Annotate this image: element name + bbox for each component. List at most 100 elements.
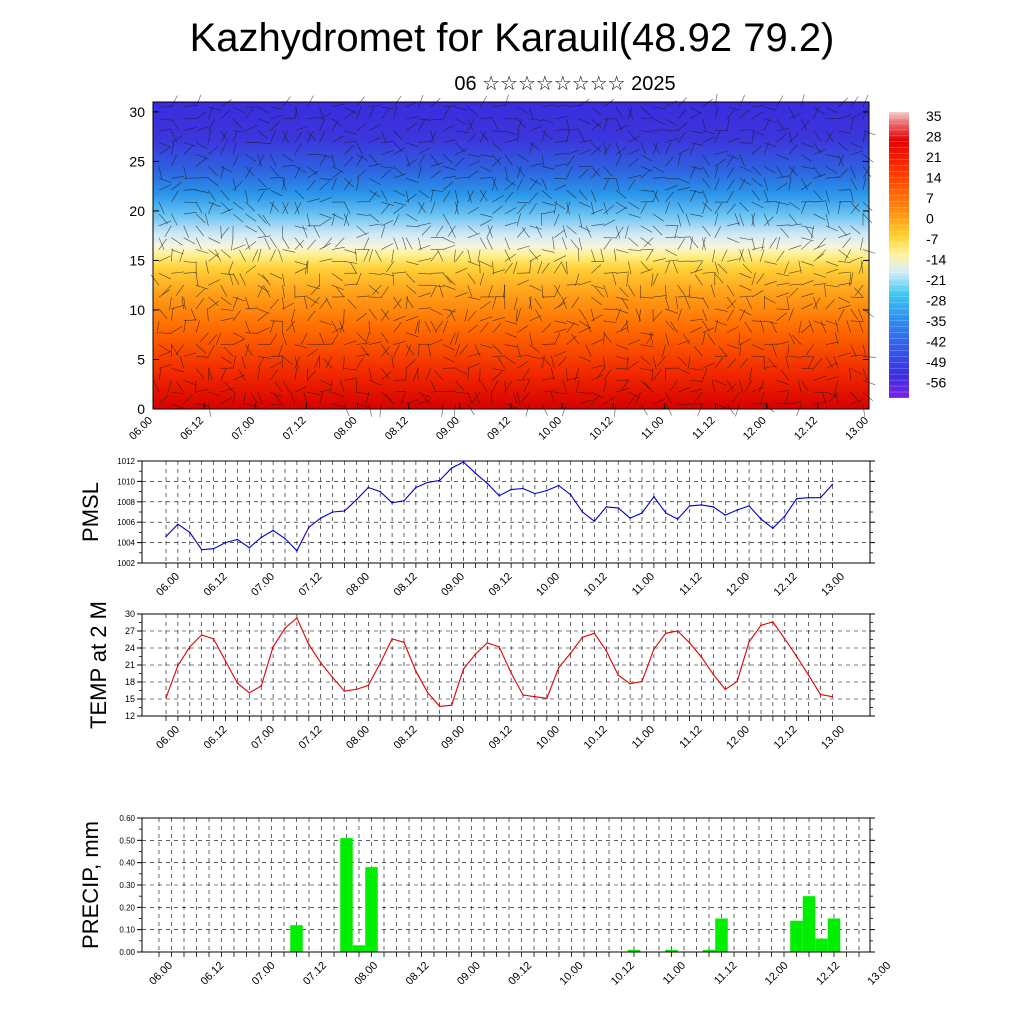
wind-barb — [801, 225, 815, 229]
wind-barb — [331, 213, 336, 226]
wind-barb — [474, 391, 481, 405]
wind-barb — [529, 225, 543, 230]
y-tick-label: 0.50 — [119, 836, 135, 845]
wind-barb — [825, 154, 839, 158]
wind-barb — [344, 156, 354, 167]
wind-barb — [714, 202, 723, 215]
wind-barb — [368, 368, 373, 382]
wind-barb — [158, 118, 172, 121]
wind-barb — [603, 308, 617, 310]
wind-barb — [672, 261, 679, 274]
wind-barb — [257, 154, 265, 167]
data-point — [248, 546, 251, 549]
wind-barb — [628, 179, 636, 191]
wind-barb — [862, 213, 873, 224]
wind-barb — [566, 322, 575, 333]
wind-barb — [183, 379, 196, 386]
wind-barb — [575, 380, 580, 394]
wind-barb — [813, 189, 823, 201]
wind-barb — [813, 244, 826, 250]
wind-barb — [331, 246, 345, 250]
data-point — [581, 511, 584, 513]
wind-barb — [756, 273, 765, 285]
wind-barb — [684, 296, 691, 310]
data-point — [403, 499, 405, 502]
wind-barb — [269, 333, 278, 345]
wind-barb — [788, 201, 800, 210]
wind-barb — [788, 166, 795, 179]
wind-barb — [615, 125, 628, 132]
wind-barb — [850, 225, 861, 235]
wind-barb — [801, 280, 814, 286]
wind-barb — [418, 343, 420, 357]
wind-barb — [702, 201, 713, 212]
wind-barb — [356, 213, 370, 217]
wind-barb — [702, 154, 711, 166]
wind-barb — [325, 297, 333, 310]
wind-barb — [195, 249, 209, 254]
wind-barb — [368, 106, 375, 119]
wind-barb — [331, 154, 336, 168]
wind-barb — [455, 177, 469, 179]
wind-barb — [195, 94, 202, 108]
data-point — [189, 531, 191, 534]
wind-barb — [615, 271, 629, 274]
wind-barb — [435, 225, 444, 237]
wind-barb — [690, 130, 703, 134]
wind-barb — [472, 391, 481, 403]
wind-barb — [467, 190, 472, 203]
wind-barb — [620, 380, 629, 392]
wind-barb — [459, 344, 469, 355]
wind-barb — [195, 388, 209, 393]
wind-barb — [652, 142, 660, 154]
wind-barb — [751, 111, 764, 120]
wind-barb — [718, 346, 728, 357]
wind-barb — [455, 344, 461, 357]
wind-barb — [393, 315, 406, 322]
wind-barb — [479, 260, 481, 274]
wind-barb — [516, 392, 521, 405]
wind-barb — [319, 298, 328, 310]
wind-barb — [504, 94, 509, 108]
wind-barb — [801, 142, 814, 148]
y-tick-label: 1006 — [117, 518, 135, 527]
wind-barb — [331, 170, 343, 179]
wind-barb — [714, 261, 719, 274]
x-tick-label: 08.00 — [344, 724, 372, 752]
wind-barb — [825, 341, 839, 345]
wind-barb — [702, 236, 706, 250]
wind-barb — [714, 319, 718, 333]
wind-barb — [714, 273, 724, 284]
wind-barb — [381, 344, 390, 356]
wind-barb — [764, 343, 778, 345]
wind-barb — [535, 309, 543, 321]
wind-barb — [739, 128, 753, 132]
wind-barb — [554, 320, 567, 324]
wind-barb — [529, 118, 543, 121]
wind-barb — [770, 320, 777, 333]
wind-barb — [591, 122, 602, 131]
wind-barb — [521, 391, 530, 403]
wind-barb — [615, 308, 621, 321]
series-line — [165, 461, 833, 552]
wind-barb — [169, 297, 172, 310]
wind-barb — [176, 381, 184, 393]
wind-barb — [763, 142, 769, 155]
wind-barb — [270, 403, 284, 406]
wind-barb — [665, 249, 677, 256]
wind-barb — [381, 201, 394, 206]
wind-barb — [640, 142, 647, 155]
wind-barb — [306, 239, 317, 250]
data-point — [653, 495, 655, 498]
data-point — [308, 643, 310, 646]
time-tick-label: 11.00 — [639, 415, 666, 442]
wind-barb — [405, 158, 418, 167]
wind-barb — [651, 273, 654, 287]
wind-barb — [554, 229, 565, 238]
data-point — [343, 690, 346, 692]
wind-barb — [825, 131, 833, 143]
wind-barb — [529, 142, 541, 151]
wind-barb — [363, 249, 370, 262]
wind-barb — [628, 135, 640, 143]
wind-barb — [269, 320, 275, 333]
